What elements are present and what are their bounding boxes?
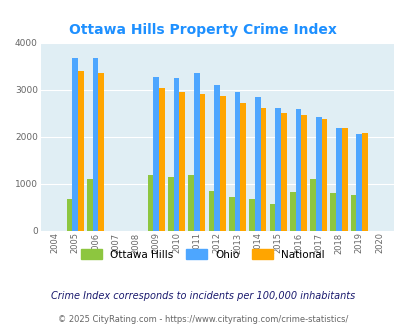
Bar bbox=[254, 97, 260, 231]
Bar bbox=[214, 85, 220, 231]
Bar bbox=[289, 192, 295, 231]
Bar bbox=[350, 195, 356, 231]
Bar bbox=[249, 199, 254, 231]
Bar bbox=[98, 73, 104, 231]
Bar bbox=[87, 179, 92, 231]
Text: Ottawa Hills Property Crime Index: Ottawa Hills Property Crime Index bbox=[69, 23, 336, 37]
Bar bbox=[147, 175, 153, 231]
Text: © 2025 CityRating.com - https://www.cityrating.com/crime-statistics/: © 2025 CityRating.com - https://www.city… bbox=[58, 315, 347, 324]
Legend: Ottawa Hills, Ohio, National: Ottawa Hills, Ohio, National bbox=[77, 245, 328, 264]
Bar bbox=[321, 118, 326, 231]
Bar bbox=[280, 114, 286, 231]
Bar bbox=[356, 134, 361, 231]
Bar bbox=[194, 73, 199, 231]
Bar bbox=[66, 200, 72, 231]
Bar bbox=[228, 197, 234, 231]
Bar bbox=[260, 108, 266, 231]
Bar bbox=[240, 103, 245, 231]
Bar bbox=[220, 96, 225, 231]
Bar bbox=[315, 117, 321, 231]
Bar bbox=[179, 92, 185, 231]
Bar bbox=[275, 108, 280, 231]
Bar bbox=[208, 190, 214, 231]
Bar bbox=[199, 94, 205, 231]
Bar bbox=[269, 204, 275, 231]
Bar bbox=[341, 128, 347, 231]
Bar bbox=[295, 109, 301, 231]
Bar bbox=[92, 58, 98, 231]
Bar bbox=[173, 78, 179, 231]
Bar bbox=[153, 77, 159, 231]
Bar bbox=[309, 179, 315, 231]
Bar bbox=[159, 88, 164, 231]
Bar bbox=[335, 128, 341, 231]
Text: Crime Index corresponds to incidents per 100,000 inhabitants: Crime Index corresponds to incidents per… bbox=[51, 291, 354, 301]
Bar bbox=[330, 193, 335, 231]
Bar bbox=[301, 115, 306, 231]
Bar bbox=[168, 178, 173, 231]
Bar bbox=[234, 92, 240, 231]
Bar bbox=[78, 71, 83, 231]
Bar bbox=[361, 133, 367, 231]
Bar bbox=[188, 175, 194, 231]
Bar bbox=[72, 58, 78, 231]
